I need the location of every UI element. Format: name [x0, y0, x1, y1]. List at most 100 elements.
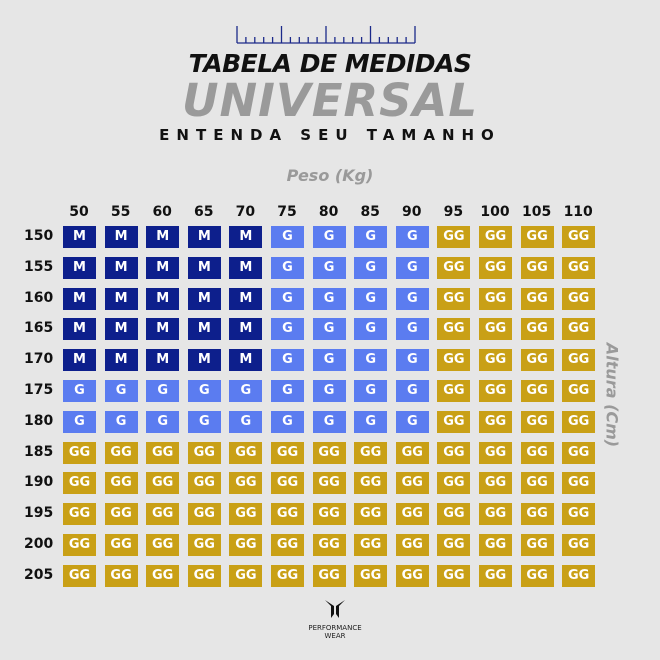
size-cell-gg: GG: [479, 564, 512, 587]
size-cell-g: G: [395, 256, 429, 279]
size-cell-m: M: [229, 349, 263, 372]
row-header: 160: [24, 289, 54, 306]
size-cell-gg: GG: [229, 441, 263, 464]
brand-line1: PERFORMANCE: [308, 624, 362, 632]
size-cell-gg: GG: [187, 472, 221, 495]
size-cell-gg: GG: [229, 503, 263, 526]
size-cell-g: G: [271, 226, 304, 248]
size-cell-g: G: [354, 226, 388, 248]
size-cell-gg: GG: [437, 226, 471, 248]
size-cell-g: G: [271, 287, 304, 310]
size-cell-m: M: [146, 349, 180, 372]
performance-wear-logo-icon: [325, 600, 345, 618]
size-cell-gg: GG: [562, 441, 596, 464]
column-header: 75: [277, 204, 297, 220]
size-cell-gg: GG: [562, 503, 596, 526]
size-cell-gg: GG: [354, 503, 388, 526]
size-cell-gg: GG: [520, 287, 554, 310]
size-cell-g: G: [395, 287, 429, 310]
size-cell-gg: GG: [312, 472, 346, 495]
size-cell-g: G: [354, 287, 388, 310]
size-cell-gg: GG: [271, 564, 304, 587]
column-header: 105: [521, 204, 552, 220]
size-cell-gg: GG: [562, 564, 596, 587]
size-cell-gg: GG: [437, 441, 471, 464]
y-axis-label: Altura (Cm): [602, 342, 622, 448]
size-cell-gg: GG: [104, 441, 138, 464]
size-cell-gg: GG: [479, 441, 512, 464]
size-cell-m: M: [229, 226, 263, 248]
row-header: 205: [24, 566, 54, 583]
size-cell-gg: GG: [271, 534, 304, 556]
size-cell-gg: GG: [395, 564, 429, 587]
size-cell-gg: GG: [63, 472, 96, 495]
size-cell-gg: GG: [187, 441, 221, 464]
column-header: 110: [563, 204, 593, 220]
size-cell-g: G: [104, 380, 138, 402]
ruler-icon: [236, 26, 416, 44]
size-cell-g: G: [63, 380, 96, 402]
size-cell-m: M: [63, 287, 96, 310]
size-cell-gg: GG: [437, 256, 471, 279]
size-cell-gg: GG: [271, 503, 304, 526]
size-cell-gg: GG: [312, 564, 346, 587]
size-cell-g: G: [146, 380, 180, 402]
size-cell-gg: GG: [479, 318, 512, 341]
size-cell-m: M: [229, 256, 263, 279]
size-cell-gg: GG: [520, 503, 554, 526]
size-cell-gg: GG: [395, 503, 429, 526]
column-header: 65: [194, 204, 214, 220]
size-cell-m: M: [104, 349, 138, 372]
size-cell-g: G: [146, 410, 180, 433]
size-cell-gg: GG: [229, 534, 263, 556]
size-cell-gg: GG: [479, 534, 512, 556]
size-cell-gg: GG: [146, 472, 180, 495]
size-cell-gg: GG: [479, 503, 512, 526]
row-header: 150: [24, 228, 54, 244]
title: TABELA DE MEDIDAS: [188, 49, 472, 78]
size-cell-g: G: [354, 318, 388, 341]
size-cell-gg: GG: [437, 564, 471, 587]
size-cell-gg: GG: [437, 472, 471, 495]
size-cell-g: G: [395, 226, 429, 248]
row-header: 175: [24, 382, 54, 398]
column-header: 100: [480, 204, 510, 220]
size-cell-m: M: [146, 318, 180, 341]
size-cell-gg: GG: [63, 503, 96, 526]
column-header: 90: [402, 204, 422, 220]
column-header: 70: [235, 204, 256, 220]
size-cell-gg: GG: [479, 472, 512, 495]
size-cell-m: M: [187, 226, 221, 248]
size-cell-gg: GG: [271, 441, 304, 464]
size-cell-gg: GG: [479, 349, 512, 372]
size-cell-gg: GG: [104, 534, 138, 556]
size-cell-gg: GG: [562, 318, 596, 341]
size-cell-gg: GG: [479, 410, 512, 433]
size-cell-gg: GG: [312, 441, 346, 464]
brand-logo: PERFORMANCE WEAR: [300, 600, 370, 640]
row-header: 170: [24, 351, 54, 368]
size-cell-gg: GG: [520, 472, 554, 495]
size-cell-g: G: [312, 318, 346, 341]
size-cell-gg: GG: [146, 441, 180, 464]
size-cell-gg: GG: [312, 534, 346, 556]
size-cell-gg: GG: [562, 349, 596, 372]
size-cell-gg: GG: [187, 564, 221, 587]
size-cell-gg: GG: [437, 503, 471, 526]
size-cell-g: G: [395, 318, 429, 341]
size-cell-gg: GG: [354, 534, 388, 556]
row-header: 190: [24, 474, 54, 491]
size-cell-g: G: [187, 410, 221, 433]
size-cell-gg: GG: [229, 564, 263, 587]
size-cell-g: G: [312, 349, 346, 372]
size-cell-gg: GG: [562, 380, 596, 402]
size-cell-m: M: [104, 226, 138, 248]
x-axis-label: Peso (Kg): [286, 166, 374, 185]
size-cell-g: G: [63, 410, 96, 433]
size-cell-gg: GG: [479, 226, 512, 248]
size-cell-gg: GG: [354, 472, 388, 495]
size-cell-gg: GG: [562, 534, 596, 556]
size-cell-gg: GG: [520, 380, 554, 402]
row-header: 185: [24, 443, 54, 460]
size-cell-gg: GG: [479, 256, 512, 279]
